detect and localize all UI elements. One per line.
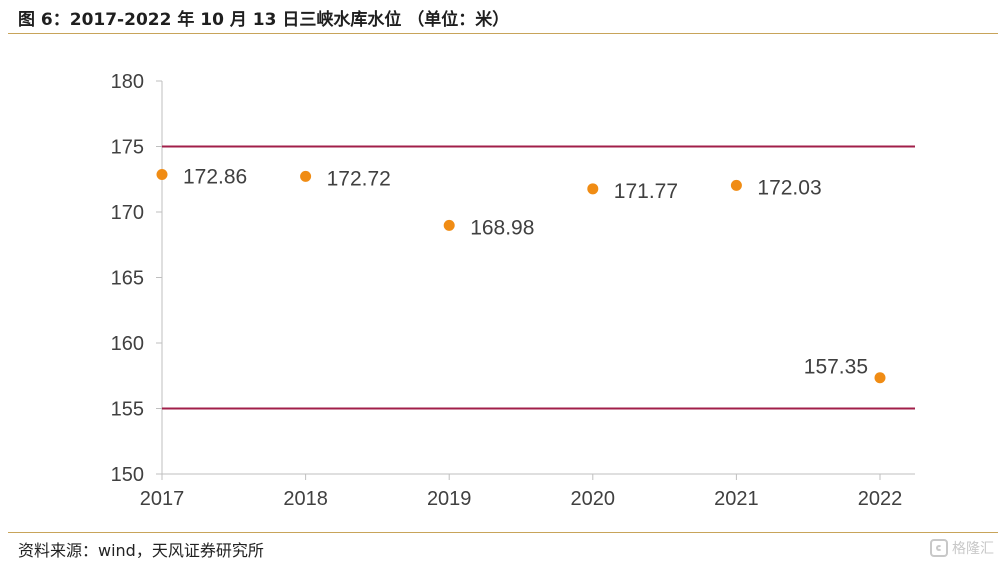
x-tick-label: 2020 bbox=[571, 488, 616, 510]
data-point bbox=[156, 169, 168, 181]
chart-title: 图 6：2017-2022 年 10 月 13 日三峡水库水位 （单位：米） bbox=[18, 9, 510, 30]
header-rule bbox=[8, 33, 998, 34]
y-tick-label: 160 bbox=[111, 333, 144, 355]
x-tick-label: 2017 bbox=[140, 488, 185, 510]
watermark-text: 格隆汇 bbox=[952, 541, 994, 557]
watermark: 格隆汇 bbox=[930, 538, 994, 558]
data-label: 172.03 bbox=[757, 176, 821, 199]
scatter-chart: 150 155 160 165 170 175 180 2017 2018 2019 2020 202… bbox=[111, 71, 915, 510]
data-label: 157.35 bbox=[804, 356, 868, 379]
data-point bbox=[587, 183, 599, 195]
footer-rule bbox=[8, 532, 998, 533]
y-tick-label: 155 bbox=[111, 399, 144, 421]
x-tick-label: 2019 bbox=[427, 488, 472, 510]
y-tick-label: 165 bbox=[111, 268, 144, 290]
source-note: 资料来源：wind，天风证券研究所 bbox=[18, 541, 264, 560]
data-label: 171.77 bbox=[614, 180, 678, 203]
brand-logo-icon bbox=[930, 539, 948, 557]
chart-area: 150 155 160 165 170 175 180 2017 2018 2019 2020 202… bbox=[0, 34, 1002, 530]
y-tick-label: 175 bbox=[111, 137, 144, 159]
y-tick-label: 180 bbox=[111, 71, 144, 93]
x-tick-label: 2021 bbox=[714, 488, 759, 510]
x-tick-label: 2022 bbox=[858, 488, 903, 510]
data-point bbox=[730, 179, 742, 191]
header: 图 6：2017-2022 年 10 月 13 日三峡水库水位 （单位：米） bbox=[18, 2, 992, 32]
y-tick-label: 150 bbox=[111, 464, 144, 486]
data-label: 168.98 bbox=[470, 216, 534, 239]
data-label: 172.72 bbox=[327, 167, 391, 190]
data-label: 172.86 bbox=[183, 166, 247, 189]
data-point bbox=[443, 219, 455, 231]
y-tick-label: 170 bbox=[111, 202, 144, 224]
x-tick-label: 2018 bbox=[283, 488, 328, 510]
data-point bbox=[300, 170, 312, 182]
data-point bbox=[874, 372, 886, 384]
